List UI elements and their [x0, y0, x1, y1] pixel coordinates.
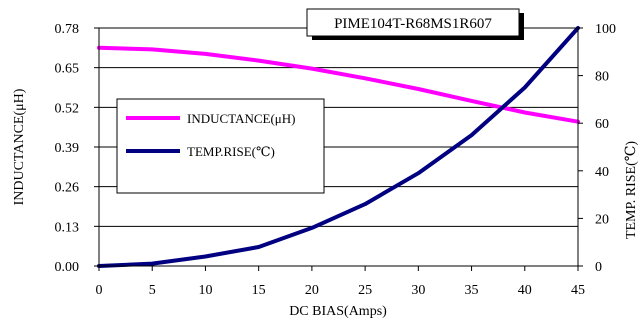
y-axis-label-right: TEMP. RISE(℃)	[624, 141, 639, 239]
x-tick-label: 45	[571, 283, 585, 298]
y-right-tick-label: 20	[595, 212, 609, 227]
x-tick-label: 40	[518, 283, 532, 298]
axes: 0.000.130.260.390.520.650.78020406080100…	[55, 22, 617, 298]
x-tick-label: 30	[411, 283, 425, 298]
legend-label-inductance: INDUCTANCE(μH)	[187, 111, 295, 126]
legend-box	[116, 98, 325, 194]
y-axis-label-left: INDUCTANCE(μH)	[12, 88, 27, 205]
x-tick-label: 10	[198, 283, 212, 298]
x-tick-label: 25	[358, 283, 372, 298]
legend: INDUCTANCE(μH) TEMP.RISE(℃)	[116, 98, 325, 194]
y-left-tick-label: 0.00	[55, 260, 80, 275]
series-layer	[97, 26, 580, 268]
y-left-tick-label: 0.52	[55, 101, 80, 116]
y-left-tick-label: 0.78	[55, 22, 80, 37]
x-tick-label: 5	[149, 283, 156, 298]
y-right-tick-label: 80	[595, 70, 609, 85]
y-right-tick-label: 100	[595, 22, 616, 37]
title-box: PIME104T-R68MS1R607	[306, 8, 524, 40]
title-box-frame	[306, 8, 520, 37]
legend-label-temp-rise: TEMP.RISE(℃)	[187, 144, 275, 159]
y-left-tick-label: 0.65	[55, 62, 80, 77]
y-left-tick-label: 0.13	[55, 220, 80, 235]
y-right-tick-label: 60	[595, 117, 609, 132]
y-left-tick-label: 0.39	[55, 141, 80, 156]
x-tick-label: 0	[96, 283, 103, 298]
x-tick-label: 20	[305, 283, 319, 298]
x-tick-label: 15	[252, 283, 266, 298]
y-left-tick-label: 0.26	[55, 181, 80, 196]
x-tick-label: 35	[465, 283, 479, 298]
y-right-tick-label: 0	[595, 260, 602, 275]
chart-title: PIME104T-R68MS1R607	[334, 16, 492, 32]
inductance-line	[97, 45, 580, 124]
y-right-tick-label: 40	[595, 165, 609, 180]
x-axis-label: DC BIAS(Amps)	[289, 304, 387, 319]
temp-rise-line	[97, 26, 580, 268]
